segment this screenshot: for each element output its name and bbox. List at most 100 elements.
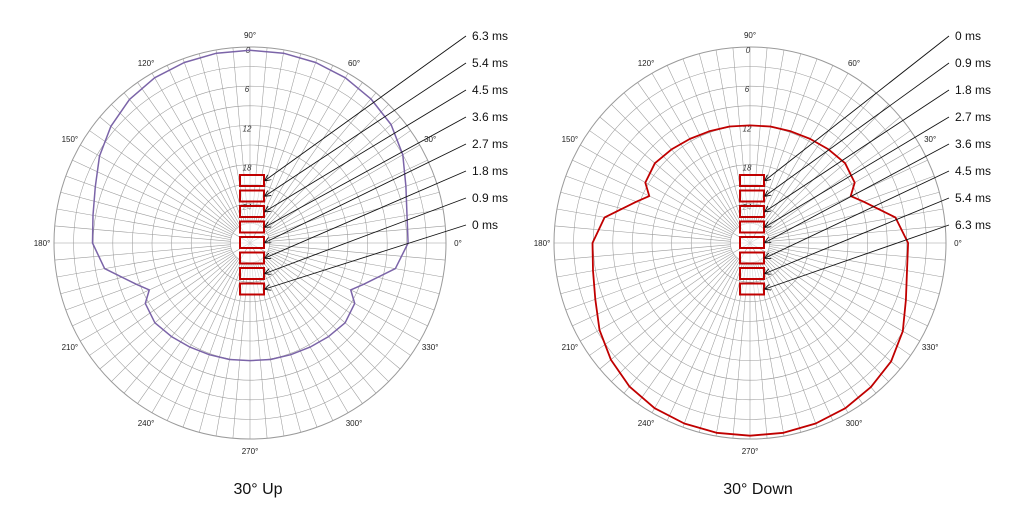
angle-label: 210° xyxy=(62,343,79,352)
delay-arrow xyxy=(765,224,950,289)
grid-spoke xyxy=(268,249,435,311)
grid-spoke xyxy=(623,92,738,229)
grid-spoke xyxy=(764,255,901,370)
grid-spoke xyxy=(54,244,231,261)
grid-spoke xyxy=(269,208,444,240)
angle-label: 270° xyxy=(242,447,259,456)
grid-spoke xyxy=(261,82,363,228)
grid-spoke xyxy=(56,208,231,240)
grid-spoke xyxy=(99,255,236,370)
grid-spoke xyxy=(572,159,733,235)
grid-spoke xyxy=(89,130,235,232)
polar-grid xyxy=(53,46,447,440)
grid-spoke xyxy=(580,144,751,244)
grid-spoke xyxy=(611,256,737,382)
grid-spoke xyxy=(556,208,731,240)
speaker-element xyxy=(239,174,265,187)
polar-plot-30-down: 0° 30° 60° 90° 120° 150° 180° 210° 240° 270° 300° 3… xyxy=(534,29,991,498)
delay-arrow xyxy=(765,35,950,181)
speaker-element xyxy=(239,189,265,203)
angle-label: 300° xyxy=(346,419,363,428)
grid-spoke xyxy=(756,261,818,428)
grid-spoke xyxy=(111,256,237,382)
grid-spoke xyxy=(199,261,246,433)
delay-arrow xyxy=(265,143,467,243)
grid-spoke xyxy=(258,65,334,226)
grid-spoke xyxy=(199,53,246,225)
grid-spoke xyxy=(554,225,731,242)
grid-spoke xyxy=(580,242,751,342)
grid-spoke xyxy=(80,242,251,342)
angle-label: 300° xyxy=(846,419,863,428)
grid-spoke xyxy=(264,116,401,231)
grid-spoke xyxy=(111,104,237,230)
grid-spoke xyxy=(749,242,920,342)
grid-spoke xyxy=(263,256,389,382)
grid-spoke xyxy=(72,159,233,235)
delay-arrow xyxy=(265,62,467,196)
grid-spoke xyxy=(637,82,739,228)
speaker-element xyxy=(739,236,765,249)
grid-spoke xyxy=(262,257,377,394)
speaker-array xyxy=(239,174,265,296)
delay-arrow xyxy=(765,116,950,227)
grid-spoke xyxy=(560,247,732,294)
angle-label: 120° xyxy=(638,59,655,68)
speaker-element xyxy=(739,282,765,296)
speaker-element xyxy=(739,251,765,265)
grid-spoke xyxy=(268,175,435,237)
delay-label: 5.4 ms xyxy=(955,191,991,205)
grid-spoke xyxy=(556,246,731,278)
grid-spoke xyxy=(54,225,231,242)
grid-spoke xyxy=(762,92,877,229)
delay-arrow xyxy=(765,197,950,274)
angle-label: 240° xyxy=(638,419,655,428)
delay-label: 2.7 ms xyxy=(472,137,508,151)
grid-spoke xyxy=(60,192,232,239)
speaker-element xyxy=(739,174,765,187)
delay-arrow xyxy=(765,89,950,212)
grid-spoke xyxy=(65,249,232,311)
grid-spoke xyxy=(60,247,232,294)
grid-spoke xyxy=(666,65,742,226)
plot-caption: 30° Down xyxy=(723,481,793,498)
speaker-element xyxy=(239,251,265,265)
polar-plot-30-up: 0° 30° 60° 90° 120° 150° 180° 210° 240° 270° 300° 3… xyxy=(34,29,508,498)
grid-spoke xyxy=(265,254,411,356)
angle-label: 90° xyxy=(244,31,256,40)
angle-label: 0° xyxy=(454,239,462,248)
delay-arrow xyxy=(265,170,467,258)
grid-spoke xyxy=(765,254,911,356)
grid-spoke xyxy=(268,247,440,294)
angle-label: 60° xyxy=(348,59,360,68)
polar-grid xyxy=(553,46,947,440)
angle-label: 330° xyxy=(422,343,439,352)
grid-spoke xyxy=(56,246,231,278)
grid-spoke xyxy=(768,247,940,294)
delay-arrow xyxy=(765,170,950,258)
grid-spoke xyxy=(769,208,944,240)
delay-arrow xyxy=(265,89,467,212)
grid-spoke xyxy=(769,244,946,261)
grid-spoke xyxy=(768,192,940,239)
angle-label: 60° xyxy=(848,59,860,68)
speaker-array xyxy=(739,174,765,296)
grid-spoke xyxy=(767,251,928,327)
speaker-element xyxy=(739,205,765,218)
grid-spoke xyxy=(123,92,238,229)
grid-spoke xyxy=(137,258,239,404)
speaker-element xyxy=(739,220,765,234)
grid-spoke xyxy=(767,159,928,235)
grid-spoke xyxy=(761,258,863,404)
grid-spoke xyxy=(765,130,911,232)
delay-arrow xyxy=(265,35,467,181)
grid-spoke xyxy=(265,130,411,232)
grid-spoke xyxy=(651,73,751,244)
angle-label: 180° xyxy=(534,239,551,248)
angle-label: 120° xyxy=(138,59,155,68)
ring-label: 18 xyxy=(743,164,752,173)
grid-spoke xyxy=(758,65,834,226)
grid-spoke xyxy=(249,242,420,342)
speaker-element xyxy=(239,267,265,280)
grid-spoke xyxy=(256,261,318,428)
